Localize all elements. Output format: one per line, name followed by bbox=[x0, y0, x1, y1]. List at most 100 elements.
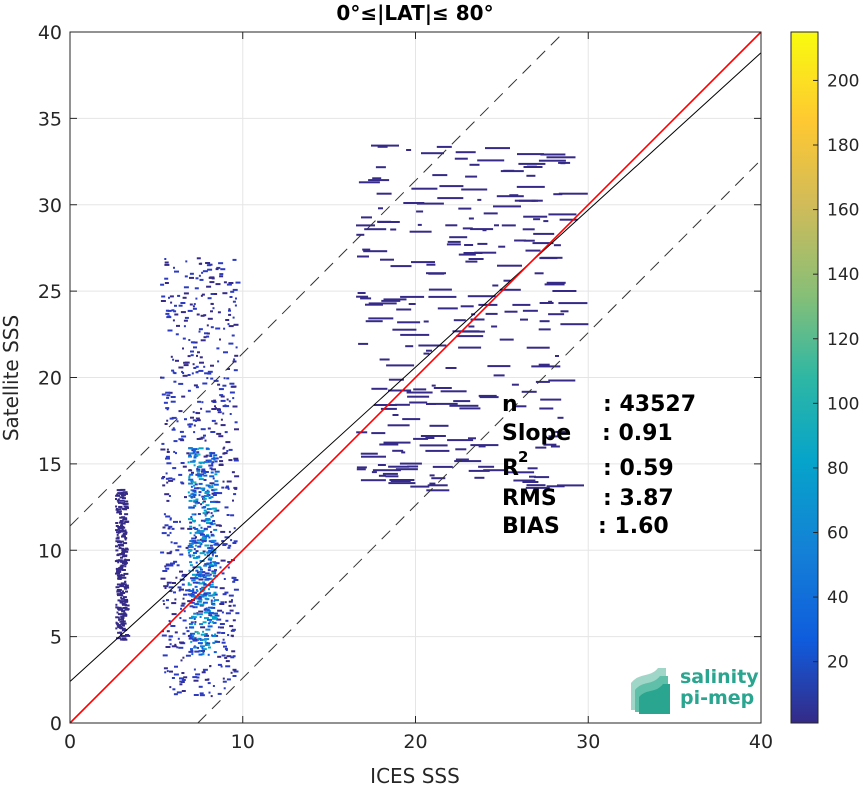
scatter-point bbox=[122, 551, 125, 554]
scatter-point bbox=[195, 297, 198, 300]
scatter-point bbox=[192, 519, 196, 522]
scatter-point bbox=[557, 484, 584, 487]
scatter-point bbox=[208, 646, 211, 649]
scatter-point bbox=[401, 451, 406, 454]
scatter-point bbox=[191, 372, 194, 375]
scatter-point bbox=[548, 300, 553, 303]
scatter-point bbox=[470, 318, 485, 321]
scatter-point bbox=[182, 347, 184, 350]
scatter-point bbox=[193, 612, 197, 615]
scatter-point bbox=[121, 610, 126, 613]
scatter-point bbox=[233, 588, 239, 591]
scatter-point bbox=[199, 692, 204, 695]
scatter-point bbox=[187, 355, 191, 358]
scatter-point bbox=[216, 631, 221, 634]
scatter-point bbox=[493, 205, 521, 208]
scatter-point bbox=[124, 604, 130, 607]
scatter-point bbox=[193, 694, 199, 696]
scatter-point bbox=[194, 513, 197, 516]
scatter-point bbox=[546, 281, 566, 284]
scatter-point bbox=[174, 665, 178, 668]
scatter-point bbox=[196, 590, 199, 593]
scatter-point bbox=[182, 656, 185, 659]
scatter-point bbox=[121, 560, 126, 563]
scatter-point bbox=[125, 590, 128, 593]
scatter-point bbox=[219, 587, 225, 590]
scatter-point bbox=[180, 481, 184, 484]
scatter-point bbox=[193, 464, 196, 467]
scatter-point bbox=[223, 327, 226, 330]
scatter-point bbox=[118, 567, 124, 569]
y-axis-title: Satellite SSS bbox=[0, 315, 23, 441]
scatter-point bbox=[474, 476, 485, 479]
scatter-point bbox=[485, 147, 510, 150]
scatter-point bbox=[123, 550, 129, 553]
scatter-point bbox=[176, 420, 179, 423]
scatter-point bbox=[178, 589, 181, 592]
scatter-point bbox=[231, 385, 237, 388]
scatter-point bbox=[125, 547, 129, 550]
scatter-point bbox=[381, 299, 401, 302]
scatter-point bbox=[207, 297, 212, 300]
scatter-point bbox=[197, 545, 202, 548]
scatter-point bbox=[233, 457, 239, 460]
scatter-point bbox=[455, 448, 467, 451]
scatter-point bbox=[196, 354, 198, 357]
scatter-point bbox=[203, 527, 208, 530]
scatter-point bbox=[198, 369, 204, 372]
scatter-point bbox=[195, 561, 198, 564]
scatter-point bbox=[429, 424, 449, 427]
scatter-point bbox=[196, 468, 201, 471]
scatter-point bbox=[179, 677, 184, 680]
scatter-point bbox=[232, 580, 236, 583]
scatter-point bbox=[225, 405, 230, 408]
scatter-point bbox=[194, 531, 200, 534]
scatter-point bbox=[188, 475, 191, 478]
scatter-point bbox=[116, 568, 120, 571]
scatter-point bbox=[170, 562, 175, 565]
scatter-point bbox=[212, 494, 217, 496]
scatter-point bbox=[209, 467, 213, 470]
scatter-point bbox=[190, 632, 195, 635]
scatter-point bbox=[203, 670, 206, 673]
scatter-point bbox=[207, 372, 212, 375]
scatter-point bbox=[120, 556, 123, 559]
scatter-point bbox=[228, 459, 233, 462]
scatter-point bbox=[232, 675, 237, 677]
scatter-point bbox=[386, 364, 415, 367]
scatter-point bbox=[122, 622, 127, 625]
scatter-point bbox=[232, 542, 237, 544]
scatter-point bbox=[514, 239, 527, 242]
scatter-point bbox=[411, 187, 438, 190]
scatter-point bbox=[172, 319, 175, 322]
scatter-point bbox=[187, 374, 191, 376]
x-tick-label: 10 bbox=[231, 731, 255, 753]
scatter-point bbox=[201, 671, 206, 674]
scatter-point bbox=[116, 574, 121, 577]
scatter-point bbox=[212, 574, 218, 577]
scatter-point bbox=[118, 624, 121, 627]
scatter-point bbox=[216, 408, 221, 411]
scatter-point bbox=[228, 325, 234, 328]
scatter-point bbox=[196, 451, 200, 454]
scatter-point bbox=[198, 578, 204, 581]
scatter-point bbox=[168, 495, 171, 497]
scatter-point bbox=[206, 592, 211, 595]
scatter-point bbox=[220, 665, 223, 668]
scatter-point bbox=[207, 490, 210, 493]
scatter-point bbox=[188, 569, 191, 572]
stat-r2-label: R bbox=[502, 456, 519, 481]
scatter-point bbox=[176, 691, 182, 694]
scatter-point bbox=[203, 336, 207, 339]
scatter-point bbox=[199, 645, 205, 648]
scatter-point bbox=[188, 499, 193, 502]
scatter-point bbox=[190, 649, 194, 652]
scatter-point bbox=[195, 569, 199, 572]
scatter-point bbox=[219, 566, 222, 569]
scatter-point bbox=[196, 676, 200, 679]
scatter-point bbox=[195, 371, 199, 374]
scatter-point bbox=[173, 693, 178, 696]
scatter-point bbox=[184, 275, 188, 278]
scatter-point bbox=[392, 328, 417, 331]
